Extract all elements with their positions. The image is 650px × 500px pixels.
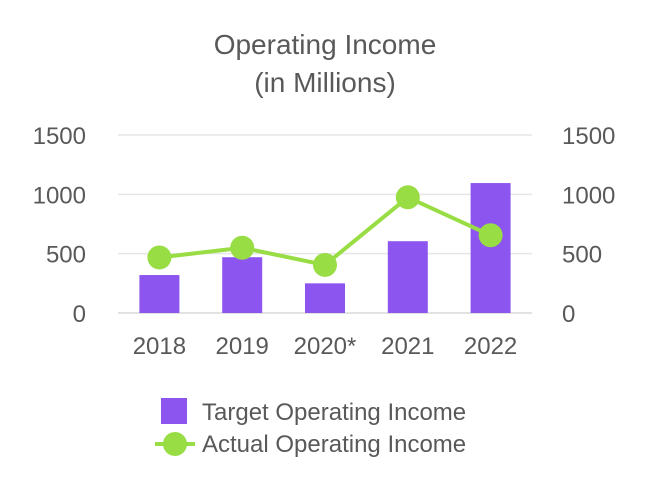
- line-point: [147, 245, 172, 270]
- y-right-tick-label: 0: [562, 301, 575, 328]
- line-point: [478, 223, 503, 248]
- line-point: [313, 252, 337, 277]
- bar: [470, 183, 511, 313]
- legend-label-target: Target Operating Income: [202, 399, 466, 426]
- x-axis: 2018 2019 2020* 2021 2022: [133, 333, 518, 360]
- legend: Target Operating Income Actual Operating…: [155, 398, 466, 458]
- line-point: [230, 235, 255, 260]
- chart-title-line-2: (in Millions): [254, 67, 396, 98]
- x-tick-label: 2018: [133, 333, 186, 360]
- legend-bar-swatch: [161, 398, 187, 424]
- line-series: [147, 185, 503, 277]
- y-left-tick-label: 0: [73, 301, 86, 328]
- bar: [305, 283, 345, 313]
- x-tick-label: 2020*: [294, 333, 357, 360]
- y-axis-left: 0 500 1000 1500: [33, 123, 86, 328]
- y-left-tick-label: 1500: [33, 123, 86, 150]
- bar: [139, 275, 180, 313]
- line-point: [395, 185, 420, 210]
- chart-title-line-1: Operating Income: [214, 29, 437, 60]
- bar-series: [139, 183, 511, 313]
- bar: [222, 257, 263, 313]
- y-left-tick-label: 500: [46, 242, 86, 269]
- y-axis-right: 0 500 1000 1500: [562, 123, 615, 328]
- y-right-tick-label: 500: [562, 242, 602, 269]
- legend-marker-swatch: [163, 432, 187, 456]
- y-right-tick-label: 1500: [562, 123, 615, 150]
- y-right-tick-label: 1000: [562, 182, 615, 209]
- legend-label-actual: Actual Operating Income: [202, 431, 466, 458]
- x-tick-label: 2022: [464, 333, 517, 360]
- y-left-tick-label: 1000: [33, 182, 86, 209]
- x-tick-label: 2021: [381, 333, 434, 360]
- x-tick-label: 2019: [216, 333, 269, 360]
- bar: [387, 241, 428, 313]
